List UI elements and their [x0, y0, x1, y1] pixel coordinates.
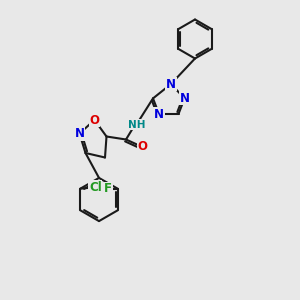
Text: N: N — [166, 77, 176, 91]
Text: NH: NH — [128, 119, 145, 130]
Text: N: N — [154, 107, 164, 121]
Text: O: O — [137, 140, 148, 154]
Text: Cl: Cl — [89, 181, 102, 194]
Text: N: N — [74, 127, 85, 140]
Text: N: N — [179, 92, 190, 105]
Text: F: F — [104, 182, 112, 195]
Text: O: O — [89, 113, 100, 127]
